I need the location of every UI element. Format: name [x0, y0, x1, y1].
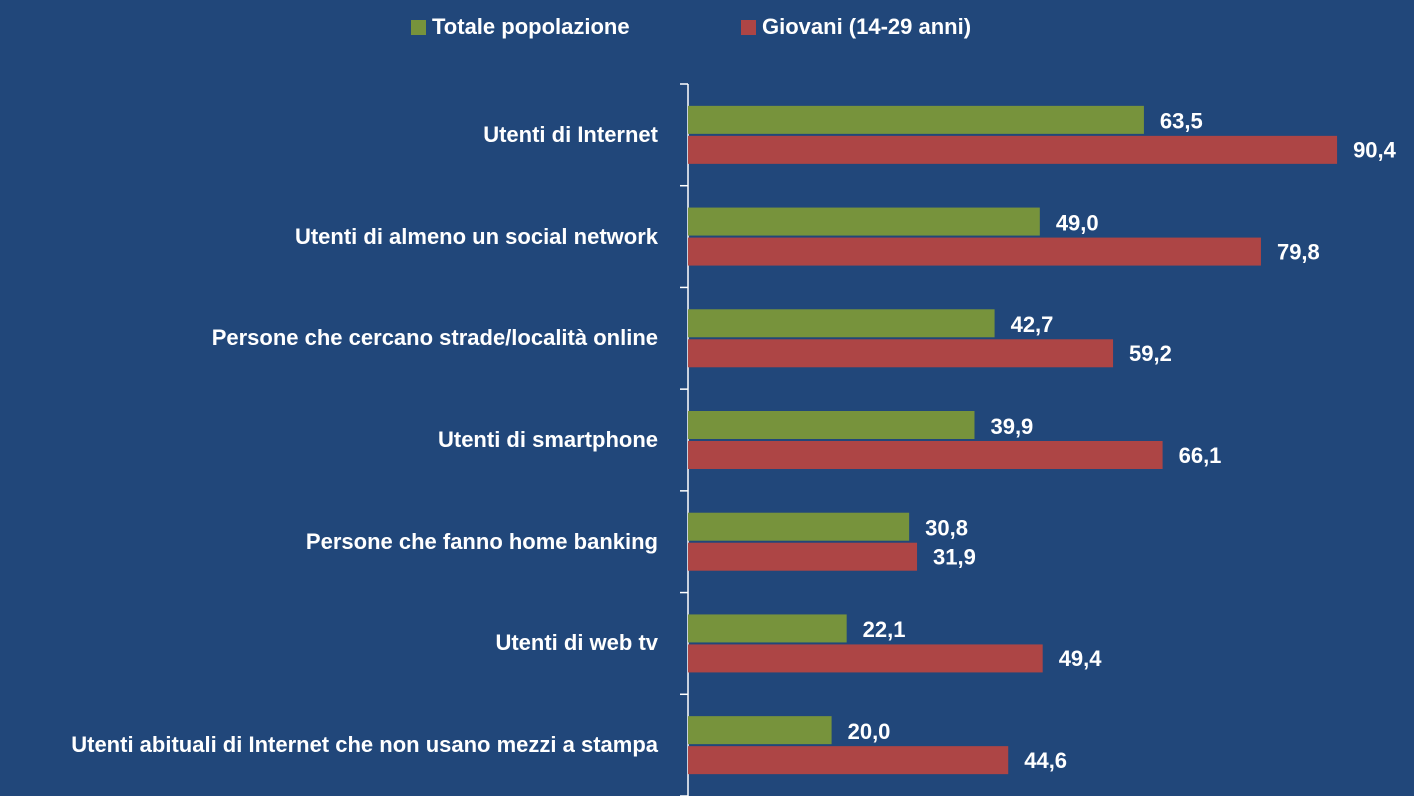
bar: [688, 339, 1114, 368]
legend-swatch: [741, 20, 756, 35]
bar: [688, 614, 847, 643]
value-label: 59,2: [1129, 341, 1172, 366]
value-label: 49,0: [1056, 210, 1099, 235]
bar: [688, 512, 910, 541]
bar: [688, 207, 1040, 236]
bar: [688, 716, 832, 745]
bar: [688, 746, 1009, 775]
value-label: 42,7: [1011, 312, 1054, 337]
value-label: 44,6: [1024, 748, 1067, 773]
value-label: 79,8: [1277, 239, 1320, 264]
value-label: 31,9: [933, 545, 976, 570]
category-label: Utenti di web tv: [495, 630, 658, 656]
bar: [688, 309, 995, 338]
value-label: 90,4: [1353, 138, 1397, 163]
value-label: 63,5: [1160, 109, 1203, 134]
bar: [688, 411, 975, 439]
legend-swatch: [411, 20, 426, 35]
value-label: 66,1: [1179, 443, 1222, 468]
bar: [688, 135, 1338, 164]
bar: [688, 644, 1043, 673]
legend-label: Totale popolazione: [432, 14, 630, 39]
category-label: Utenti di almeno un social network: [294, 223, 658, 249]
category-label: Persone che cercano strade/località onli…: [211, 325, 658, 351]
bar: [688, 105, 1144, 134]
bar: [688, 542, 918, 571]
category-label: Utenti abituali di Internet che non usan…: [71, 732, 658, 758]
bar: [688, 441, 1163, 469]
value-label: 49,4: [1059, 646, 1103, 671]
category-label: Utenti di Internet: [483, 121, 658, 147]
bar: [688, 237, 1261, 266]
category-label: Persone che fanno home banking: [305, 528, 658, 554]
category-label: Utenti di smartphone: [437, 427, 658, 452]
value-label: 30,8: [925, 516, 968, 541]
value-label: 22,1: [863, 617, 906, 642]
value-label: 39,9: [990, 414, 1033, 439]
legend-label: Giovani (14-29 anni): [762, 14, 971, 39]
value-label: 20,0: [848, 719, 891, 744]
